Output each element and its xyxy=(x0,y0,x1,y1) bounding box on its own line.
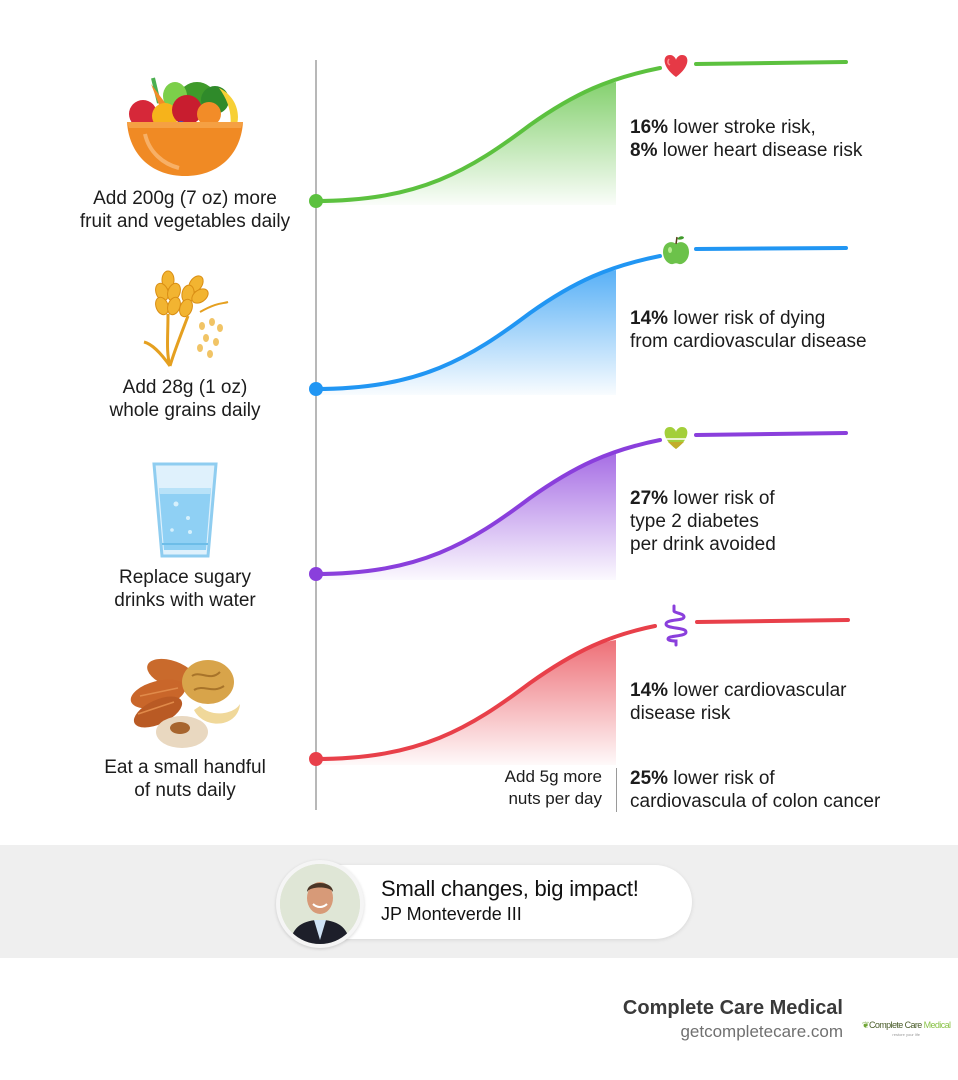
action-whole-grains: Add 28g (1 oz) whole grains daily xyxy=(60,262,310,422)
action-fruit-veg: Add 200g (7 oz) more fruit and vegetable… xyxy=(60,58,310,233)
action-line-1: Eat a small handful xyxy=(104,757,266,778)
brand-logo: ❦Complete Care Medical restore your life xyxy=(862,1020,951,1037)
action-line-1: Add 28g (1 oz) xyxy=(122,377,248,398)
action-water: Replace sugary drinks with water xyxy=(60,460,310,612)
action-line-1: Add 200g (7 oz) more xyxy=(93,188,277,209)
curve-whole-grains xyxy=(309,236,848,396)
benefit-whole-grains: 14% lower risk of dying from cardiovascu… xyxy=(630,307,867,353)
quote-author: JP Monteverde III xyxy=(381,904,522,924)
benefit-text: lower risk of xyxy=(668,768,775,789)
quote-text: Small changes, big impact! xyxy=(381,876,639,901)
benefit-text: cardiovascula of colon cancer xyxy=(630,791,881,812)
action-nuts: Eat a small handful of nuts daily xyxy=(60,652,310,802)
avatar xyxy=(276,860,364,948)
benefit-text: disease risk xyxy=(630,703,731,724)
logo-text-accent: Medical xyxy=(923,1020,951,1030)
action-line-2: of nuts daily xyxy=(134,780,236,801)
benefit-text: lower risk of xyxy=(668,488,775,509)
fruit-bowl-icon xyxy=(127,77,243,176)
person-photo-icon xyxy=(280,864,360,944)
sub-action-line-1: Add 5g more xyxy=(504,767,602,786)
nuts-icon xyxy=(130,658,240,748)
benefit-text: type 2 diabetes xyxy=(630,511,759,532)
benefit-text: lower risk of dying xyxy=(668,308,826,329)
action-line-2: fruit and vegetables daily xyxy=(79,211,291,232)
leaf-icon: ❦ xyxy=(862,1020,870,1030)
curve-fruit-veg xyxy=(309,55,848,208)
benefit-curves xyxy=(309,55,850,766)
apple-icon xyxy=(663,236,689,265)
benefit-nuts: 14% lower cardiovascular disease risk xyxy=(630,679,847,725)
logo-tagline: restore your life xyxy=(892,1032,920,1037)
benefit-text: per drink avoided xyxy=(630,534,776,555)
brand-url[interactable]: getcompletecare.com xyxy=(680,1022,843,1041)
action-line-2: whole grains daily xyxy=(109,400,261,421)
logo-text: Complete Care xyxy=(868,1020,924,1030)
benefit-stat: 14% xyxy=(630,680,669,701)
brand-block: Complete Care Medical getcompletecare.co… xyxy=(623,996,843,1042)
quote: Small changes, big impact! JP Monteverde… xyxy=(381,875,639,926)
water-glass-icon xyxy=(152,462,218,558)
benefit-text: from cardiovascular disease xyxy=(630,331,867,352)
benefit-text: lower heart disease risk xyxy=(657,140,863,161)
sub-action-nuts: Add 5g more nuts per day xyxy=(480,766,602,810)
brand-name: Complete Care Medical xyxy=(622,997,843,1019)
benefit-text: lower cardiovascular xyxy=(668,680,847,701)
green-heart-icon xyxy=(664,427,688,449)
curve-water xyxy=(309,427,848,581)
benefit-stat: 27% xyxy=(630,488,669,509)
sub-divider xyxy=(616,768,617,812)
benefit-water: 27% lower risk of type 2 diabetes per dr… xyxy=(630,487,776,556)
benefit-text: lower stroke risk, xyxy=(668,117,816,138)
action-line-2: drinks with water xyxy=(114,590,256,611)
wheat-icon xyxy=(143,270,229,367)
benefit-stat: 16% xyxy=(630,117,669,138)
benefit-fruit-veg: 16% lower stroke risk, 8% lower heart di… xyxy=(630,116,862,162)
heart-icon xyxy=(664,55,688,77)
timeline-axis xyxy=(315,60,317,810)
sub-benefit-nuts: 25% lower risk of cardiovascula of colon… xyxy=(630,767,880,813)
sub-action-line-2: nuts per day xyxy=(508,789,602,808)
benefit-stat: 25% xyxy=(630,768,669,789)
benefit-stat: 14% xyxy=(630,308,669,329)
curve-nuts xyxy=(309,604,850,766)
intestine-icon xyxy=(664,604,688,647)
benefit-stat: 8% xyxy=(630,140,658,161)
action-line-1: Replace sugary xyxy=(118,567,252,588)
